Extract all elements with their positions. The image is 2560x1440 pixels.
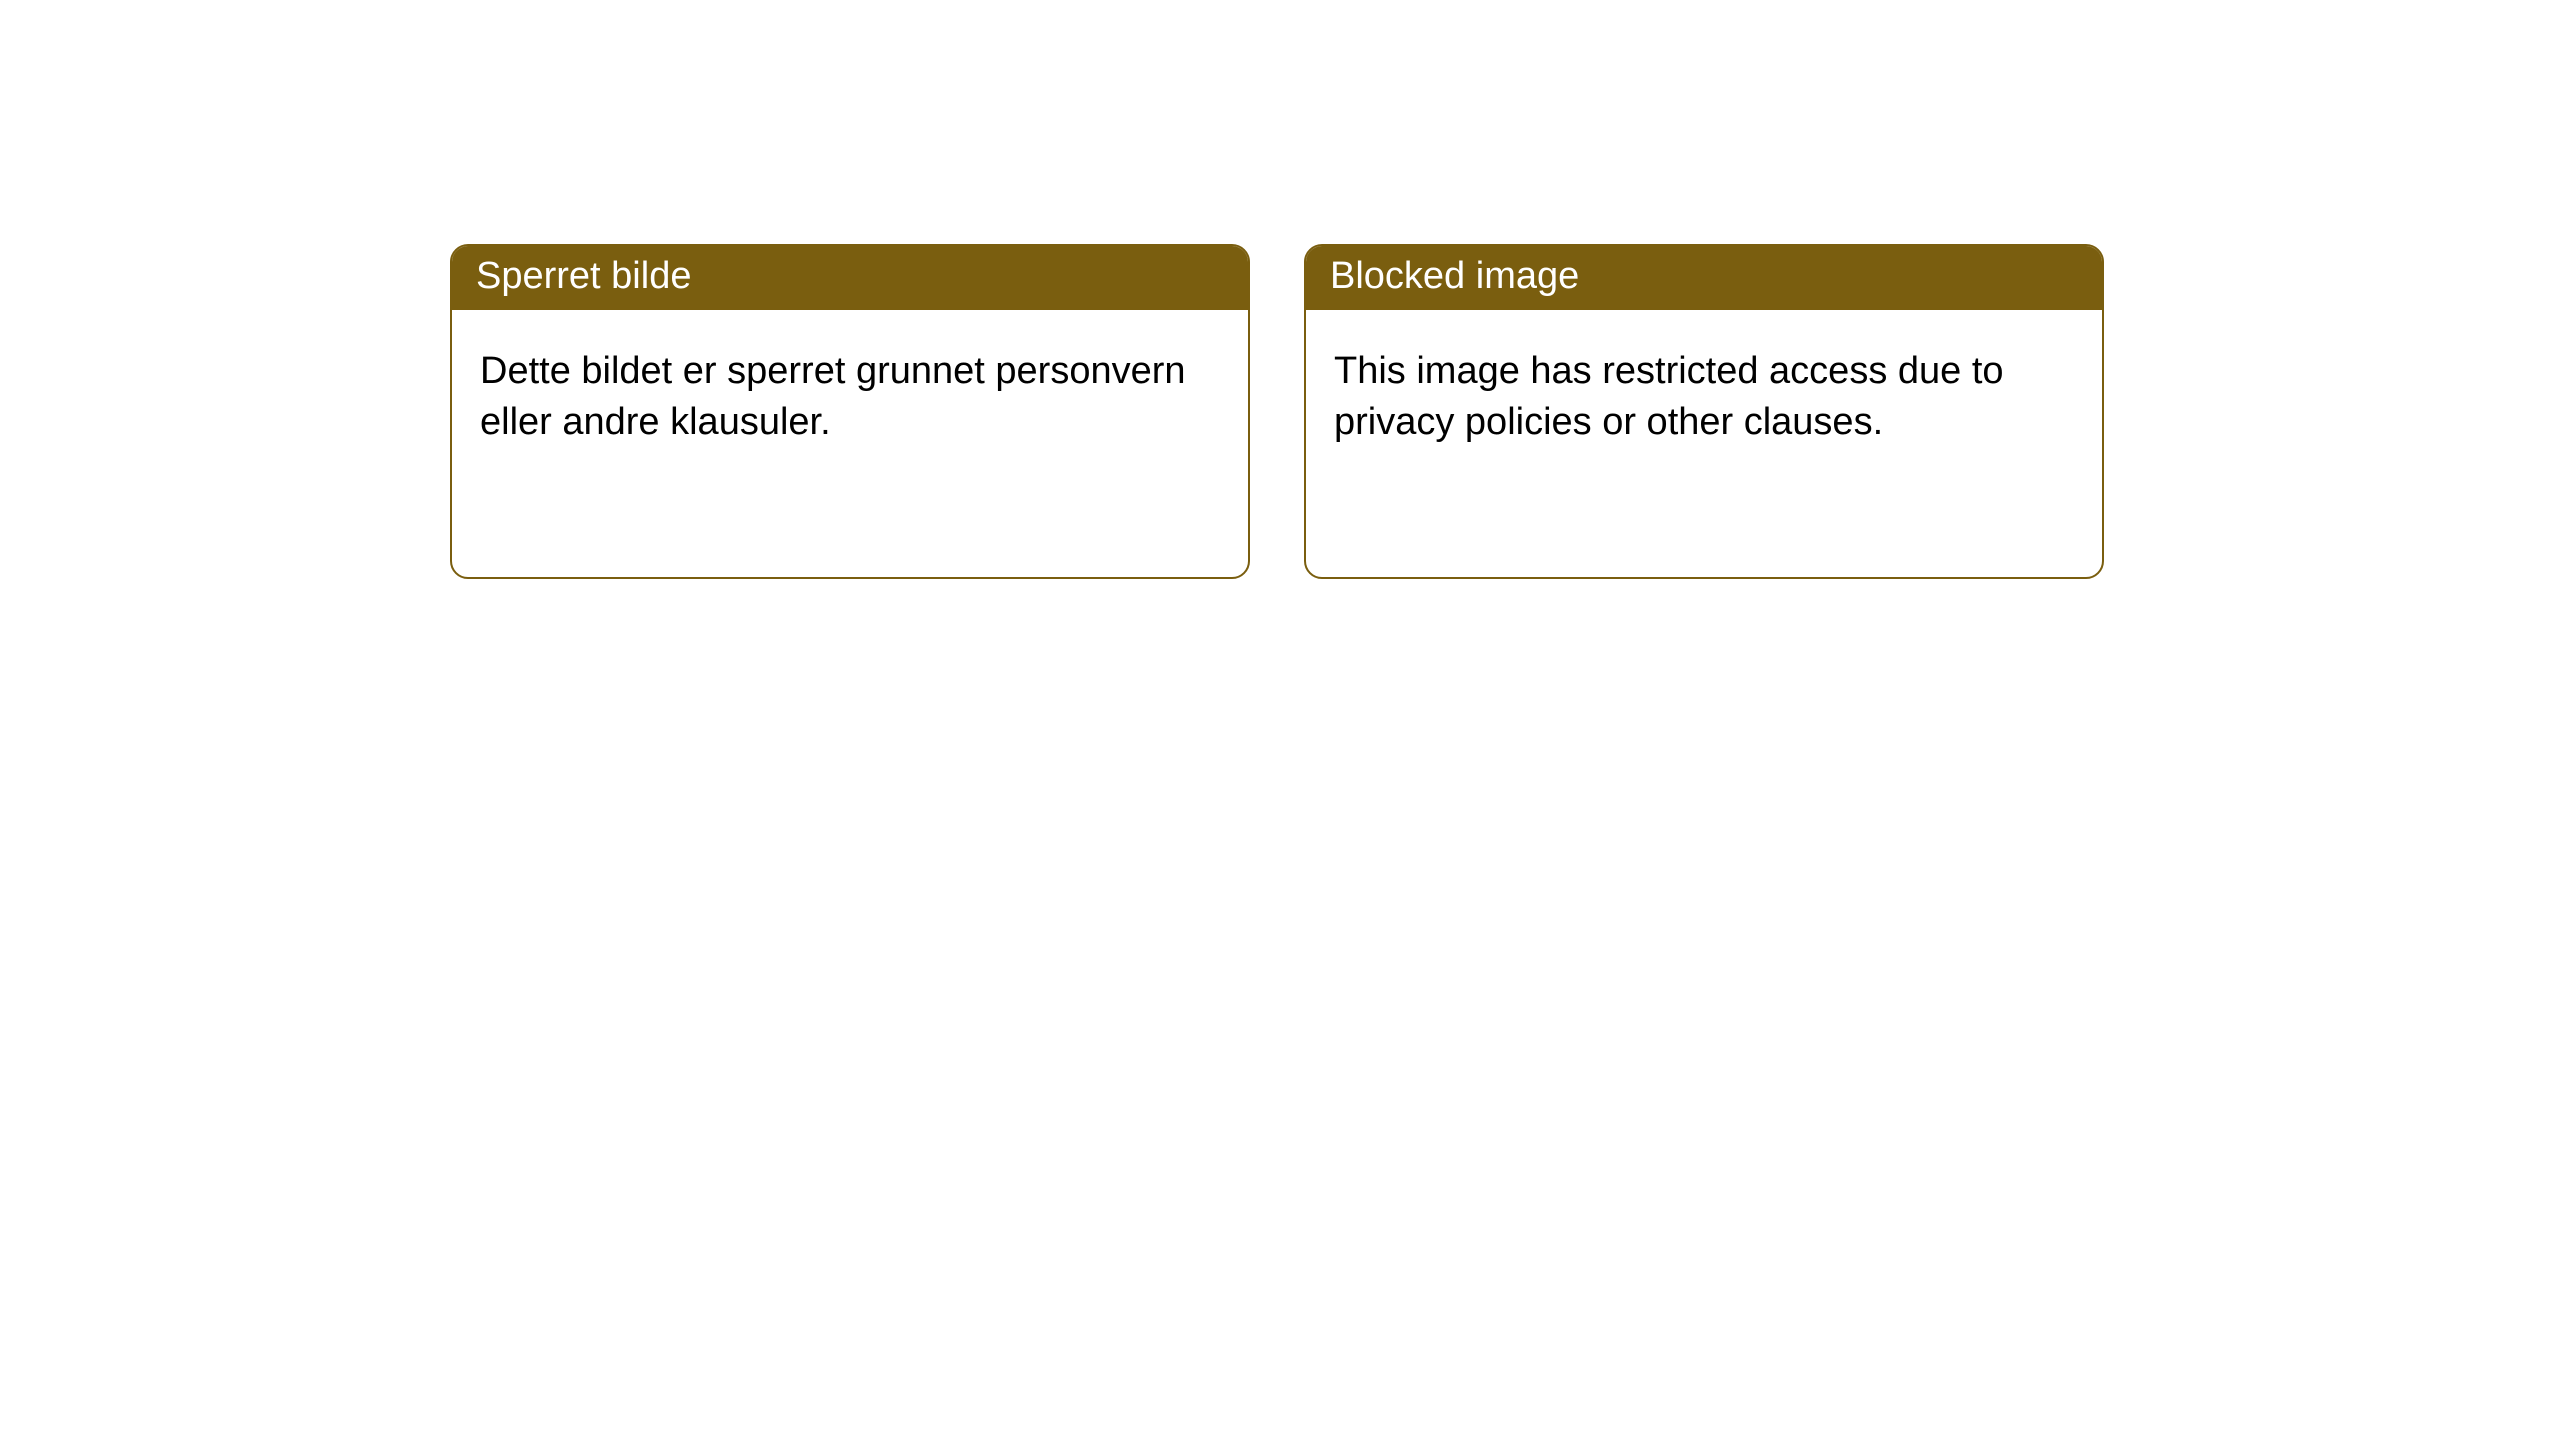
- card-header: Sperret bilde: [452, 246, 1248, 310]
- card-body: Dette bildet er sperret grunnet personve…: [452, 310, 1248, 485]
- card-body-text: This image has restricted access due to …: [1334, 350, 2004, 443]
- notice-card-norwegian: Sperret bilde Dette bildet er sperret gr…: [450, 244, 1250, 579]
- card-body: This image has restricted access due to …: [1306, 310, 2102, 485]
- card-header: Blocked image: [1306, 246, 2102, 310]
- card-title: Blocked image: [1330, 255, 1579, 297]
- card-body-text: Dette bildet er sperret grunnet personve…: [480, 350, 1186, 443]
- notice-container: Sperret bilde Dette bildet er sperret gr…: [0, 0, 2560, 579]
- notice-card-english: Blocked image This image has restricted …: [1304, 244, 2104, 579]
- card-title: Sperret bilde: [476, 255, 691, 297]
